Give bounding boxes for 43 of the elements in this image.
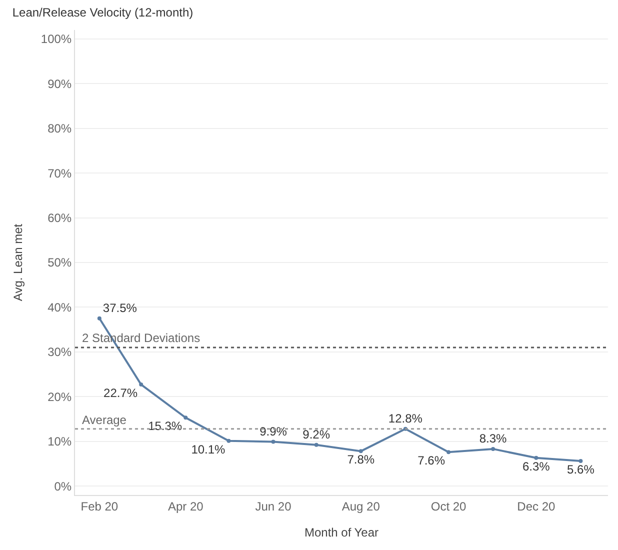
x-tick-label: Jun 20 [255,499,292,514]
data-label: 9.9% [260,424,288,438]
data-label: 22.7% [104,386,138,400]
data-label: 12.8% [388,411,423,426]
x-tick-label: Feb 20 [80,499,118,514]
point [226,438,231,443]
point [491,446,496,451]
point [534,456,538,460]
y-axis-title: Avg. Lean met [11,223,26,302]
point [139,382,144,387]
data-label: 9.2% [302,427,330,442]
y-tick-label: 10% [48,434,72,449]
x-tick-label: Oct 20 [430,499,467,514]
point [358,449,363,454]
point [97,316,102,320]
point [578,459,583,464]
y-tick-label: 90% [48,76,72,91]
data-label: 7.8% [347,452,375,467]
point [314,442,318,447]
y-tick-label: 20% [48,390,72,404]
y-tick-label: 30% [48,345,72,360]
point [446,450,451,454]
y-tick-label: 0% [54,479,72,494]
y-tick-label: 70% [48,166,72,180]
data-label: 10.1% [191,442,226,456]
x-axis-title: Month of Year [304,525,379,540]
data-label: 8.3% [479,431,508,446]
y-tick-label: 60% [48,210,72,225]
y-tick-label: 100% [40,32,72,46]
point [271,440,276,444]
data-label: 37.5% [102,300,138,315]
x-tick-label: Apr 20 [168,499,204,514]
point [184,416,188,420]
chart-title: Lean/Release Velocity (12-month) [12,6,194,20]
y-tick-label: 50% [48,256,72,270]
x-tick-label: Dec 20 [517,499,556,514]
x-tick-label: Aug 20 [342,499,380,514]
data-label: 6.3% [522,459,550,474]
data-label: 7.6% [418,454,446,468]
y-tick-label: 80% [48,122,72,136]
data-label: 5.6% [567,462,595,477]
y-tick-label: 40% [48,300,72,314]
ref-line-label: Average [82,413,127,427]
